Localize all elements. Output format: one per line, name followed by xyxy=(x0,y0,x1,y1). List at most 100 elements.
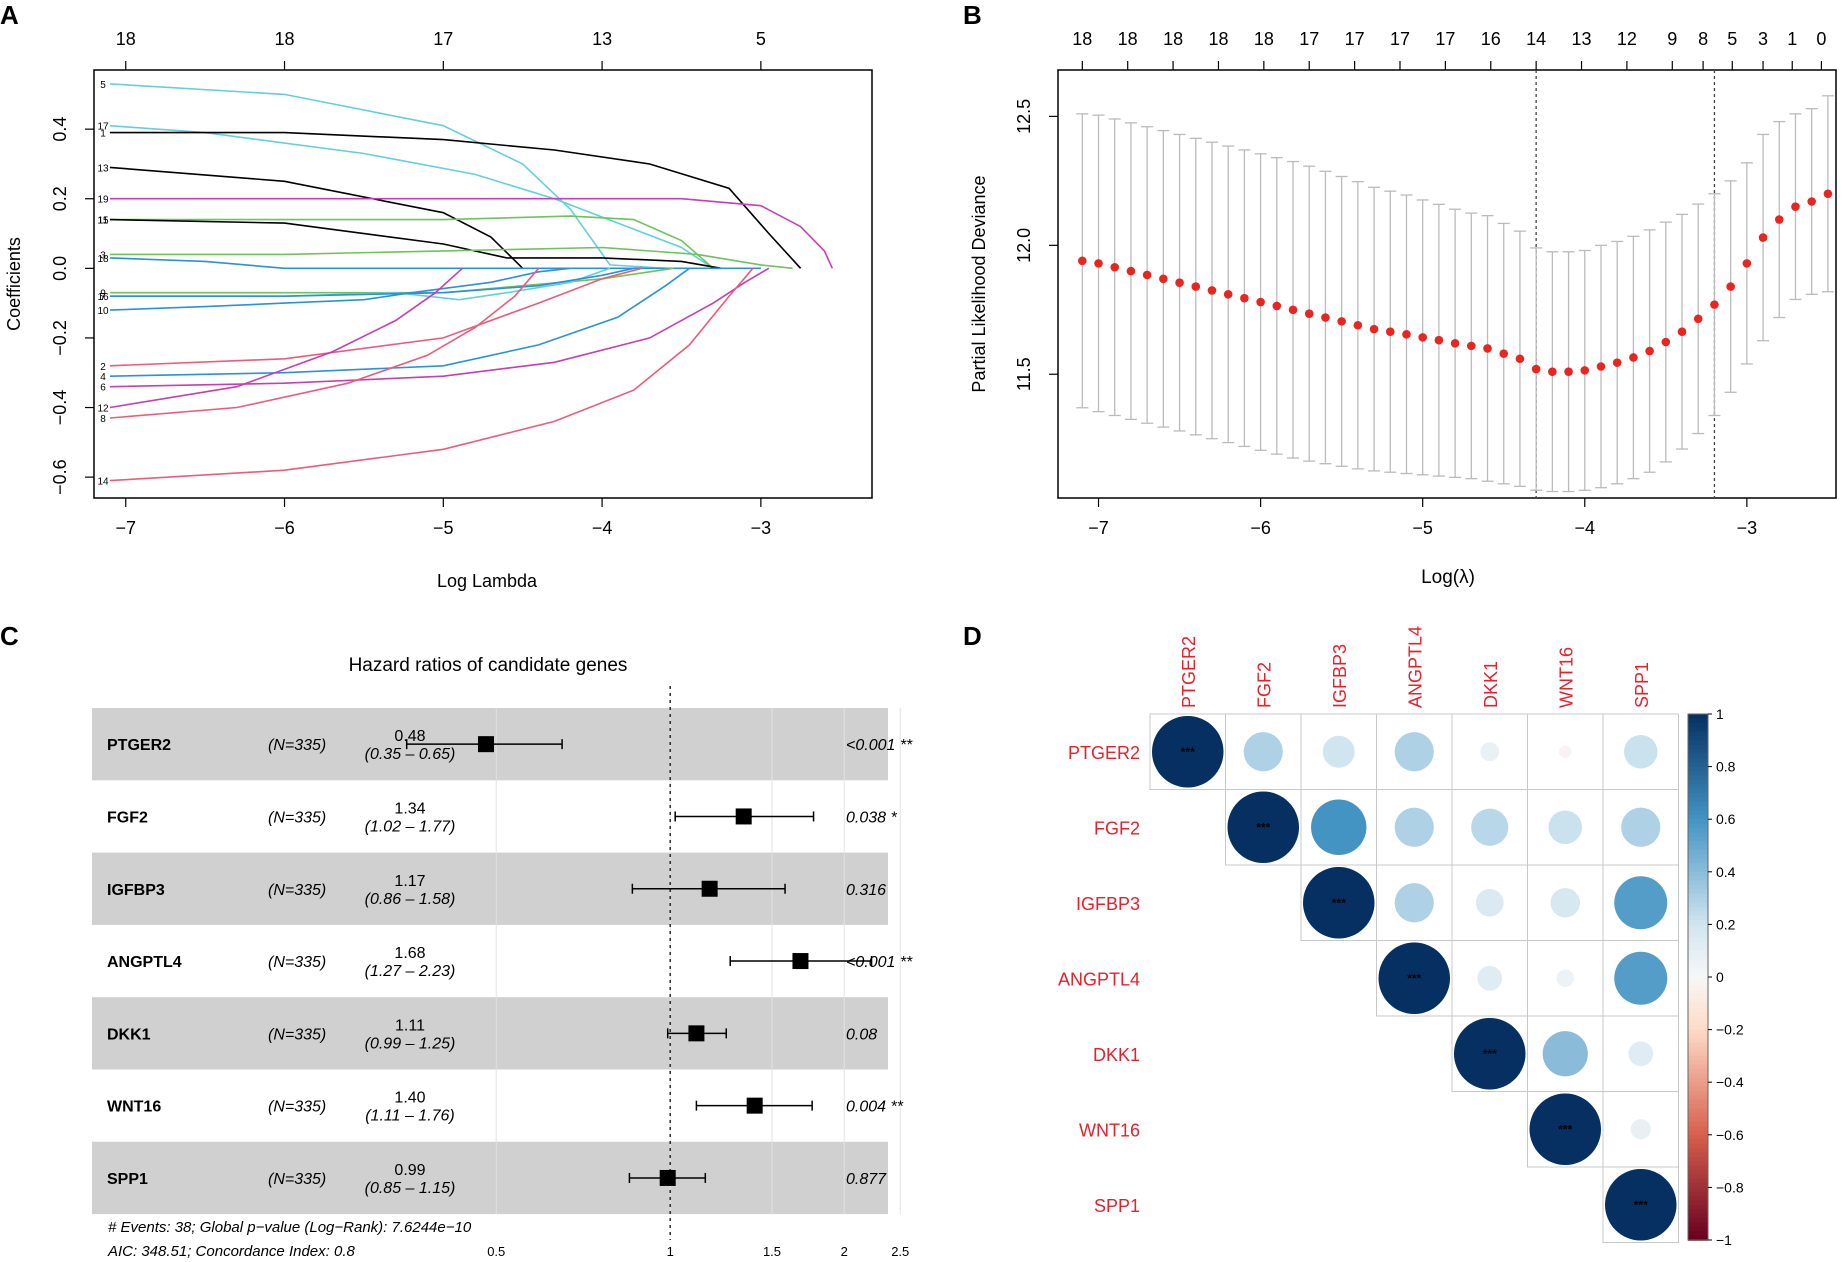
colorbar-segment xyxy=(1688,784,1708,790)
corr-circle xyxy=(1394,732,1434,772)
panel-b-top-label: 18 xyxy=(1118,29,1138,49)
forest-hr-marker xyxy=(746,1097,763,1114)
panel-b-deviance-point xyxy=(1531,364,1541,374)
colorbar-segment xyxy=(1688,714,1708,720)
colorbar-segment xyxy=(1688,792,1708,799)
panel-a-path-line xyxy=(109,267,571,311)
panel-b-top-label: 18 xyxy=(1163,29,1183,49)
forest-n-label: (N=335) xyxy=(268,809,326,826)
colorbar-segment xyxy=(1688,836,1708,842)
panel-c-title: Hazard ratios of candidate genes xyxy=(349,655,628,676)
panel-letter-d: D xyxy=(963,621,982,651)
colorbar-segment xyxy=(1688,1047,1708,1053)
colorbar-segment xyxy=(1688,1156,1708,1162)
colorbar-segment xyxy=(1688,1209,1708,1215)
panel-a-path-line xyxy=(109,124,714,269)
panel-a-path-line xyxy=(109,257,761,270)
colorbar-tick-label: 0.6 xyxy=(1716,811,1736,827)
panel-b-deviance-point xyxy=(1515,354,1525,364)
colorbar-tick-label: 0.2 xyxy=(1716,916,1736,932)
colorbar-segment xyxy=(1688,937,1708,943)
colorbar-segment xyxy=(1688,1134,1708,1140)
colorbar-segment xyxy=(1688,1012,1708,1018)
colorbar-segment xyxy=(1688,832,1708,838)
colorbar-segment xyxy=(1688,946,1708,952)
colorbar-segment xyxy=(1688,1174,1708,1180)
panel-a-path-label: 5 xyxy=(100,80,106,91)
colorbar-segment xyxy=(1688,1121,1708,1127)
colorbar-segment xyxy=(1688,858,1708,864)
panel-a-path-line xyxy=(109,83,666,270)
panel-a-path-label: 12 xyxy=(97,404,109,415)
panel-a-y-tick-label: 0.4 xyxy=(50,117,70,142)
panel-a-path-label: 15 xyxy=(97,216,109,227)
colorbar-segment xyxy=(1688,880,1708,886)
corr-significance-mark: *** xyxy=(1181,745,1195,759)
corr-row-label: IGFBP3 xyxy=(1076,894,1140,914)
panel-a-path-label: 11 xyxy=(98,216,109,227)
colorbar-segment xyxy=(1688,1165,1708,1171)
colorbar-tick-label: −0.8 xyxy=(1716,1179,1744,1195)
panel-a-path-line xyxy=(109,267,643,367)
panel-b-deviance-point xyxy=(1223,290,1233,299)
colorbar-segment xyxy=(1688,1178,1708,1184)
panel-b-top-label: 17 xyxy=(1435,29,1455,49)
corr-significance-mark: *** xyxy=(1407,971,1421,985)
forest-x-tick-label: 1.5 xyxy=(763,1244,781,1259)
panel-b-deviance-point xyxy=(1159,274,1168,284)
colorbar-segment xyxy=(1688,1077,1708,1083)
panel-b-deviance-point xyxy=(1677,327,1687,336)
colorbar-segment xyxy=(1688,889,1708,895)
colorbar-segment xyxy=(1688,867,1708,873)
colorbar-segment xyxy=(1688,788,1708,794)
corr-circle xyxy=(1394,807,1434,847)
colorbar-segment xyxy=(1688,854,1708,860)
corr-column-label: ANGPTL4 xyxy=(1405,626,1425,708)
panel-d-correlation-matrix: PTGER2 PTGER2 FGF2 FGF2 IGFBP3 IGFBP3 ANGPTL4 A… xyxy=(1058,626,1744,1248)
colorbar-segment xyxy=(1688,749,1708,755)
panel-b-deviance-point xyxy=(1369,324,1379,334)
panel-b-deviance-point xyxy=(1353,320,1363,330)
panel-b-deviance-point xyxy=(1272,301,1282,311)
panel-b-deviance-point xyxy=(1337,317,1346,326)
panel-b-deviance-point xyxy=(1791,202,1800,211)
colorbar-segment xyxy=(1688,1108,1708,1114)
corr-column-label: PTGER2 xyxy=(1179,636,1199,708)
colorbar-segment xyxy=(1688,1099,1708,1105)
panel-b-deviance-point xyxy=(1807,197,1816,206)
forest-x-tick-label: 2.5 xyxy=(891,1244,909,1259)
panel-a-x-tick-label: −6 xyxy=(274,518,295,538)
colorbar-segment xyxy=(1688,968,1708,974)
forest-ci-value: (1.02 – 1.77) xyxy=(365,818,456,835)
colorbar-tick-label: −0.2 xyxy=(1716,1022,1744,1038)
colorbar-segment xyxy=(1688,1003,1708,1009)
corr-significance-mark: *** xyxy=(1332,896,1346,910)
panel-a-path-label: 7 xyxy=(100,292,106,303)
panel-a-y-tick-label: −0.2 xyxy=(50,320,70,356)
panel-a-path-label: 16 xyxy=(97,292,109,303)
colorbar-segment xyxy=(1688,963,1708,970)
colorbar-segment xyxy=(1688,898,1708,904)
panel-a-y-axis-label: Coefficients xyxy=(4,237,24,331)
colorbar-segment xyxy=(1688,770,1708,777)
panel-b-deviance-point xyxy=(1483,344,1492,353)
forest-ci-value: (1.11 – 1.76) xyxy=(365,1108,455,1125)
corr-significance-mark: *** xyxy=(1634,1198,1648,1212)
panel-a-top-label: 18 xyxy=(275,29,295,49)
panel-a-y-tick-label: 0.2 xyxy=(50,186,70,211)
colorbar-segment xyxy=(1688,972,1708,978)
colorbar-segment xyxy=(1688,959,1708,965)
panel-b-deviance-point xyxy=(1078,256,1087,266)
colorbar-segment xyxy=(1688,1033,1708,1040)
colorbar-segment xyxy=(1688,801,1708,807)
panel-b-top-label: 18 xyxy=(1072,29,1092,49)
forest-n-label: (N=335) xyxy=(268,1099,326,1116)
colorbar-segment xyxy=(1688,1169,1708,1176)
panel-b-top-label: 13 xyxy=(1572,29,1592,49)
forest-hr-marker xyxy=(735,808,752,825)
colorbar-segment xyxy=(1688,1020,1708,1027)
panel-a-path-label: 10 xyxy=(97,306,109,317)
panel-c-footnote-aic: AIC: 348.51; Concordance Index: 0.8 xyxy=(107,1243,355,1260)
panel-b-y-tick-label: 12.0 xyxy=(1014,228,1034,263)
